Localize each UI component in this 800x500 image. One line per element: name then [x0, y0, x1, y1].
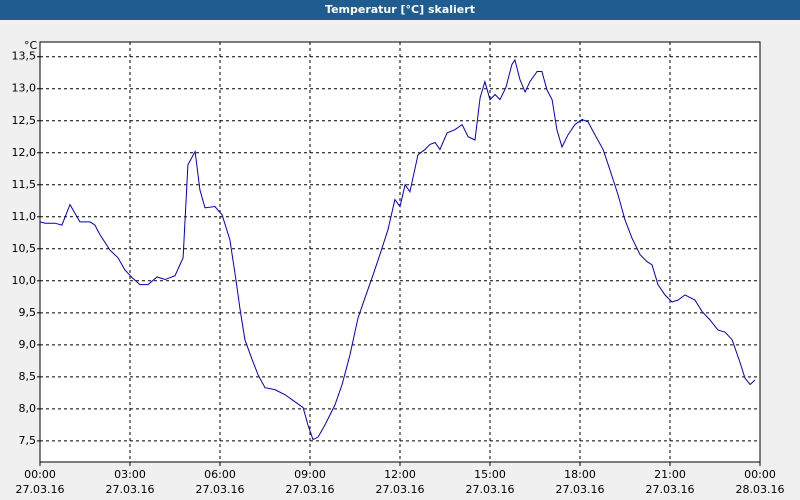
- x-tick-date: 27.03.16: [376, 483, 425, 496]
- x-tick-date: 27.03.16: [16, 483, 65, 496]
- y-tick-label: 7,5: [19, 434, 37, 447]
- x-tick-label: 06:00: [204, 468, 236, 481]
- x-tick-label: 00:00: [24, 468, 56, 481]
- y-tick-label: 10,5: [12, 242, 37, 255]
- x-tick-date: 27.03.16: [106, 483, 155, 496]
- data-line: [39, 58, 756, 441]
- x-tick-date: 28.03.16: [736, 483, 785, 496]
- x-tick-label: 21:00: [654, 468, 686, 481]
- chart-title: Temperatur [°C] skaliert: [325, 3, 475, 16]
- y-tick-label: 10,0: [12, 274, 37, 287]
- y-tick-label: 8,5: [19, 370, 37, 383]
- x-tick-label: 09:00: [294, 468, 326, 481]
- y-tick-label: 11,0: [12, 210, 37, 223]
- y-tick-label: 12,0: [12, 146, 37, 159]
- x-tick-date: 27.03.16: [196, 483, 245, 496]
- y-tick-label: 9,0: [19, 338, 37, 351]
- x-tick-label: 03:00: [114, 468, 146, 481]
- plot-border: [39, 41, 761, 463]
- y-tick-label: 11,5: [12, 178, 37, 191]
- y-tick-label: 13,0: [12, 82, 37, 95]
- y-axis-unit: °C: [24, 39, 38, 52]
- title-bar: [0, 0, 800, 20]
- y-tick-label: 8,0: [19, 402, 37, 415]
- x-tick-date: 27.03.16: [646, 483, 695, 496]
- x-tick-label: 12:00: [384, 468, 416, 481]
- y-tick-label: 9,5: [19, 306, 37, 319]
- x-tick-date: 27.03.16: [286, 483, 335, 496]
- x-tick-date: 27.03.16: [556, 483, 605, 496]
- x-tick-date: 27.03.16: [466, 483, 515, 496]
- y-tick-label: 13,5: [12, 50, 37, 63]
- y-tick-label: 12,5: [12, 114, 37, 127]
- x-tick-label: 15:00: [474, 468, 506, 481]
- x-tick-label: 18:00: [564, 468, 596, 481]
- x-tick-label: 00:00: [744, 468, 776, 481]
